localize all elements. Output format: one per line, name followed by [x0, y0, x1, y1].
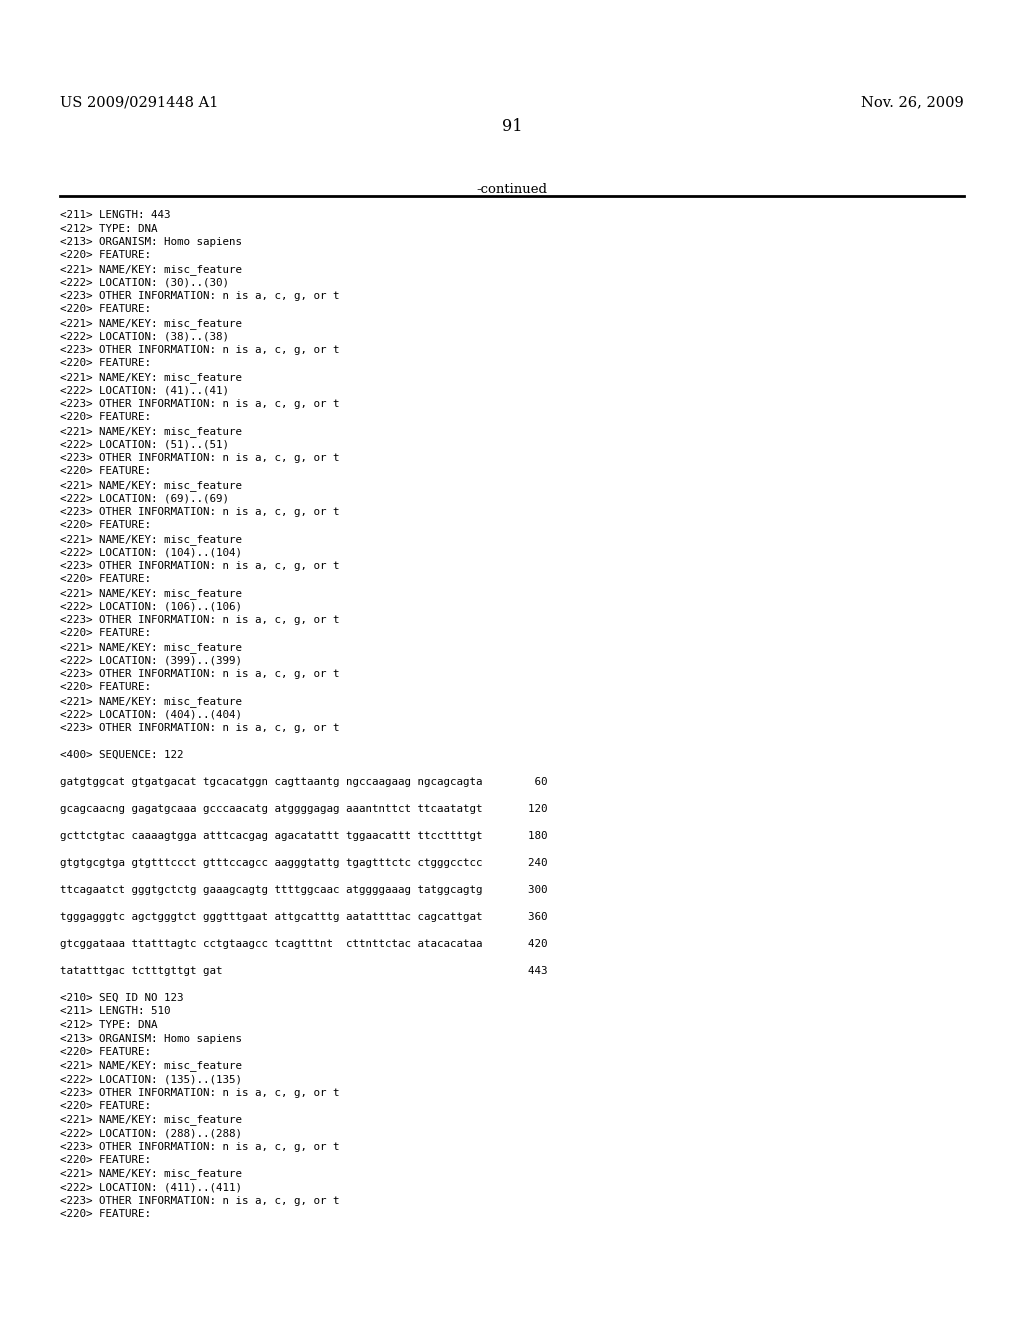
Text: <221> NAME/KEY: misc_feature: <221> NAME/KEY: misc_feature [60, 535, 242, 545]
Text: <222> LOCATION: (399)..(399): <222> LOCATION: (399)..(399) [60, 656, 242, 665]
Text: <222> LOCATION: (411)..(411): <222> LOCATION: (411)..(411) [60, 1181, 242, 1192]
Text: <220> FEATURE:: <220> FEATURE: [60, 1155, 151, 1166]
Text: <221> NAME/KEY: misc_feature: <221> NAME/KEY: misc_feature [60, 587, 242, 599]
Text: <223> OTHER INFORMATION: n is a, c, g, or t: <223> OTHER INFORMATION: n is a, c, g, o… [60, 453, 340, 463]
Text: <223> OTHER INFORMATION: n is a, c, g, or t: <223> OTHER INFORMATION: n is a, c, g, o… [60, 345, 340, 355]
Text: <222> LOCATION: (30)..(30): <222> LOCATION: (30)..(30) [60, 277, 229, 288]
Text: <222> LOCATION: (41)..(41): <222> LOCATION: (41)..(41) [60, 385, 229, 396]
Text: <213> ORGANISM: Homo sapiens: <213> ORGANISM: Homo sapiens [60, 1034, 242, 1044]
Text: <223> OTHER INFORMATION: n is a, c, g, or t: <223> OTHER INFORMATION: n is a, c, g, o… [60, 615, 340, 624]
Text: <222> LOCATION: (38)..(38): <222> LOCATION: (38)..(38) [60, 331, 229, 342]
Text: <221> NAME/KEY: misc_feature: <221> NAME/KEY: misc_feature [60, 1168, 242, 1179]
Text: <212> TYPE: DNA: <212> TYPE: DNA [60, 223, 158, 234]
Text: <223> OTHER INFORMATION: n is a, c, g, or t: <223> OTHER INFORMATION: n is a, c, g, o… [60, 1196, 340, 1205]
Text: ttcagaatct gggtgctctg gaaagcagtg ttttggcaac atggggaaag tatggcagtg       300: ttcagaatct gggtgctctg gaaagcagtg ttttggc… [60, 884, 548, 895]
Text: <223> OTHER INFORMATION: n is a, c, g, or t: <223> OTHER INFORMATION: n is a, c, g, o… [60, 561, 340, 572]
Text: <223> OTHER INFORMATION: n is a, c, g, or t: <223> OTHER INFORMATION: n is a, c, g, o… [60, 399, 340, 409]
Text: gtgtgcgtga gtgtttccct gtttccagcc aagggtattg tgagtttctc ctgggcctcc       240: gtgtgcgtga gtgtttccct gtttccagcc aagggta… [60, 858, 548, 869]
Text: <221> NAME/KEY: misc_feature: <221> NAME/KEY: misc_feature [60, 1114, 242, 1126]
Text: <221> NAME/KEY: misc_feature: <221> NAME/KEY: misc_feature [60, 642, 242, 653]
Text: <221> NAME/KEY: misc_feature: <221> NAME/KEY: misc_feature [60, 696, 242, 708]
Text: <222> LOCATION: (104)..(104): <222> LOCATION: (104)..(104) [60, 548, 242, 557]
Text: <220> FEATURE:: <220> FEATURE: [60, 628, 151, 639]
Text: <222> LOCATION: (135)..(135): <222> LOCATION: (135)..(135) [60, 1074, 242, 1084]
Text: <222> LOCATION: (288)..(288): <222> LOCATION: (288)..(288) [60, 1129, 242, 1138]
Text: <211> LENGTH: 443: <211> LENGTH: 443 [60, 210, 171, 220]
Text: <221> NAME/KEY: misc_feature: <221> NAME/KEY: misc_feature [60, 264, 242, 275]
Text: <223> OTHER INFORMATION: n is a, c, g, or t: <223> OTHER INFORMATION: n is a, c, g, o… [60, 1142, 340, 1151]
Text: gcttctgtac caaaagtgga atttcacgag agacatattt tggaacattt ttccttttgt       180: gcttctgtac caaaagtgga atttcacgag agacata… [60, 832, 548, 841]
Text: <222> LOCATION: (69)..(69): <222> LOCATION: (69)..(69) [60, 494, 229, 503]
Text: tatatttgac tctttgttgt gat                                               443: tatatttgac tctttgttgt gat 443 [60, 966, 548, 975]
Text: <221> NAME/KEY: misc_feature: <221> NAME/KEY: misc_feature [60, 1060, 242, 1072]
Text: <222> LOCATION: (404)..(404): <222> LOCATION: (404)..(404) [60, 710, 242, 719]
Text: <220> FEATURE:: <220> FEATURE: [60, 412, 151, 422]
Text: gatgtggcat gtgatgacat tgcacatggn cagttaantg ngccaagaag ngcagcagta        60: gatgtggcat gtgatgacat tgcacatggn cagttaa… [60, 777, 548, 787]
Text: 91: 91 [502, 117, 522, 135]
Text: <220> FEATURE:: <220> FEATURE: [60, 466, 151, 477]
Text: <221> NAME/KEY: misc_feature: <221> NAME/KEY: misc_feature [60, 480, 242, 491]
Text: Nov. 26, 2009: Nov. 26, 2009 [861, 95, 964, 110]
Text: <223> OTHER INFORMATION: n is a, c, g, or t: <223> OTHER INFORMATION: n is a, c, g, o… [60, 507, 340, 517]
Text: <220> FEATURE:: <220> FEATURE: [60, 574, 151, 585]
Text: <222> LOCATION: (51)..(51): <222> LOCATION: (51)..(51) [60, 440, 229, 450]
Text: <223> OTHER INFORMATION: n is a, c, g, or t: <223> OTHER INFORMATION: n is a, c, g, o… [60, 290, 340, 301]
Text: <221> NAME/KEY: misc_feature: <221> NAME/KEY: misc_feature [60, 426, 242, 437]
Text: <213> ORGANISM: Homo sapiens: <213> ORGANISM: Homo sapiens [60, 238, 242, 247]
Text: tgggagggtc agctgggtct gggtttgaat attgcatttg aatattttac cagcattgat       360: tgggagggtc agctgggtct gggtttgaat attgcat… [60, 912, 548, 921]
Text: <400> SEQUENCE: 122: <400> SEQUENCE: 122 [60, 750, 183, 760]
Text: <223> OTHER INFORMATION: n is a, c, g, or t: <223> OTHER INFORMATION: n is a, c, g, o… [60, 669, 340, 678]
Text: US 2009/0291448 A1: US 2009/0291448 A1 [60, 95, 218, 110]
Text: <220> FEATURE:: <220> FEATURE: [60, 359, 151, 368]
Text: gtcggataaa ttatttagtc cctgtaagcc tcagtttnt  cttnttctac atacacataa       420: gtcggataaa ttatttagtc cctgtaagcc tcagttt… [60, 939, 548, 949]
Text: <210> SEQ ID NO 123: <210> SEQ ID NO 123 [60, 993, 183, 1003]
Text: -continued: -continued [476, 183, 548, 195]
Text: <221> NAME/KEY: misc_feature: <221> NAME/KEY: misc_feature [60, 372, 242, 383]
Text: <211> LENGTH: 510: <211> LENGTH: 510 [60, 1006, 171, 1016]
Text: <220> FEATURE:: <220> FEATURE: [60, 682, 151, 693]
Text: <220> FEATURE:: <220> FEATURE: [60, 251, 151, 260]
Text: <220> FEATURE:: <220> FEATURE: [60, 305, 151, 314]
Text: <223> OTHER INFORMATION: n is a, c, g, or t: <223> OTHER INFORMATION: n is a, c, g, o… [60, 1088, 340, 1097]
Text: <220> FEATURE:: <220> FEATURE: [60, 1209, 151, 1218]
Text: <220> FEATURE:: <220> FEATURE: [60, 1047, 151, 1057]
Text: <220> FEATURE:: <220> FEATURE: [60, 1101, 151, 1111]
Text: <223> OTHER INFORMATION: n is a, c, g, or t: <223> OTHER INFORMATION: n is a, c, g, o… [60, 723, 340, 733]
Text: <220> FEATURE:: <220> FEATURE: [60, 520, 151, 531]
Text: <221> NAME/KEY: misc_feature: <221> NAME/KEY: misc_feature [60, 318, 242, 329]
Text: <222> LOCATION: (106)..(106): <222> LOCATION: (106)..(106) [60, 602, 242, 611]
Text: <212> TYPE: DNA: <212> TYPE: DNA [60, 1020, 158, 1030]
Text: gcagcaacng gagatgcaaa gcccaacatg atggggagag aaantnttct ttcaatatgt       120: gcagcaacng gagatgcaaa gcccaacatg atgggga… [60, 804, 548, 814]
